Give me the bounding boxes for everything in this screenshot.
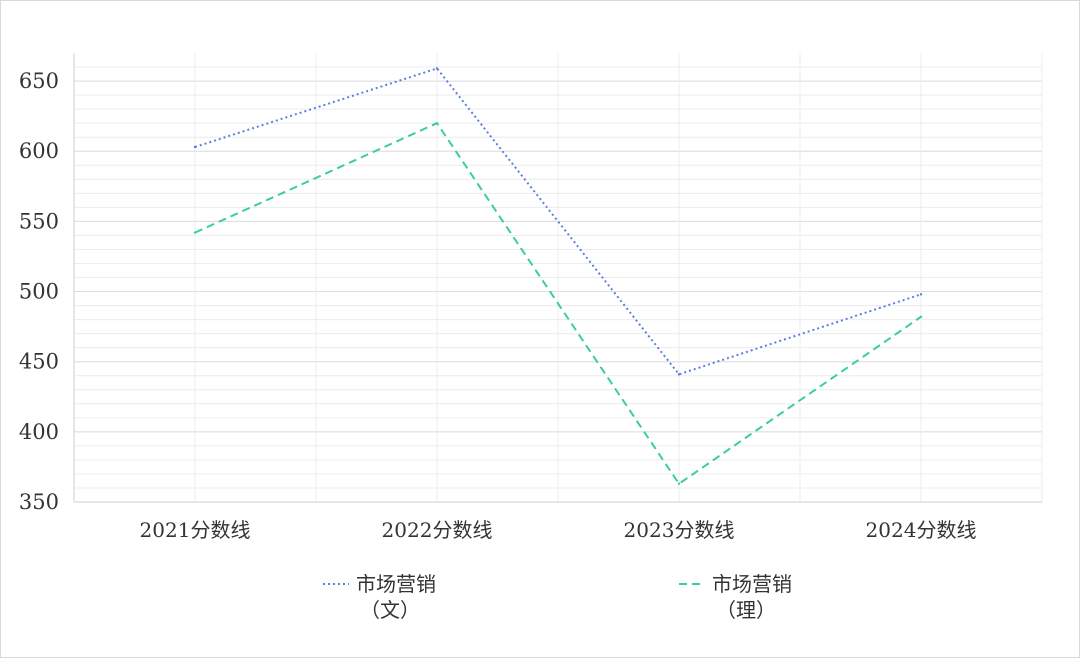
data-point <box>435 67 439 70</box>
data-point <box>677 482 681 485</box>
y-tick-label: 550 <box>19 209 59 233</box>
x-tick-label: 2021分数线 <box>140 518 251 542</box>
data-point <box>193 145 197 149</box>
y-tick-label: 350 <box>19 490 59 514</box>
y-tick-label: 650 <box>19 69 59 93</box>
legend-label-0-line2: （文） <box>360 598 420 622</box>
x-tick-label: 2022分数线 <box>382 518 493 542</box>
y-tick-label: 500 <box>19 280 59 304</box>
legend-label-1-line2: （理） <box>716 598 776 622</box>
y-tick-label: 450 <box>19 350 59 374</box>
data-point <box>919 315 923 318</box>
series-line-0 <box>194 67 922 376</box>
data-point <box>193 231 197 234</box>
y-tick-label: 400 <box>19 420 59 444</box>
x-tick-label: 2023分数线 <box>624 518 735 542</box>
legend-label-0: 市场营销 <box>356 572 436 596</box>
data-point <box>677 373 681 376</box>
legend-label-1: 市场营销 <box>712 572 792 596</box>
series-line-1 <box>194 122 922 485</box>
y-tick-label: 600 <box>19 139 59 163</box>
data-point <box>435 121 439 125</box>
data-point <box>919 293 923 296</box>
x-tick-label: 2024分数线 <box>866 518 977 542</box>
